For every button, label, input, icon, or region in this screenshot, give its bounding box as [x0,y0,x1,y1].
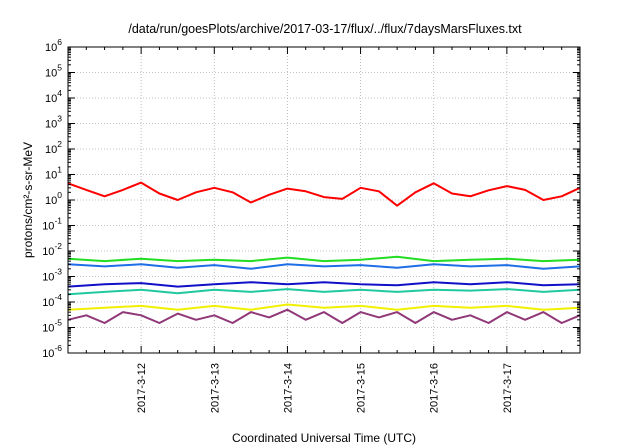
y-tick-label: 100 [45,190,62,207]
y-tick-label: 101 [45,165,62,182]
series-line-7 [67,308,581,324]
y-tick-label: 10-1 [42,216,62,233]
series-line-4 [67,281,581,288]
series-line-6 [67,303,581,311]
x-axis-label: Coordinated Universal Time (UTC) [232,431,416,445]
y-tick-label: 104 [45,88,62,105]
chart-title: /data/run/goesPlots/archive/2017-03-17/f… [128,22,522,36]
y-axis-label: protons/cm²-s-sr-MeV [21,142,35,258]
y-tick-label: 10-5 [42,318,62,335]
y-tick-label: 102 [45,139,62,156]
y-tick-label: 105 [45,63,62,80]
series-group [67,181,581,324]
series-line-1 [67,181,581,207]
x-tick-label: 2017-3-13 [209,363,221,413]
y-tick-label: 103 [45,114,62,131]
x-tick-label: 2017-3-14 [282,363,294,413]
y-tick-label: 106 [45,37,62,54]
y-tick-label: 10-3 [42,267,62,284]
y-axis: 10-6 10-5 10-4 10-3 10-2 10-1 100 101 102 103 104 1… [42,37,580,360]
y-tick-label: 10-6 [42,343,62,360]
series-line-2 [67,255,581,263]
y-tick-label: 10-4 [42,292,62,309]
x-tick-label: 2017-3-16 [429,363,441,413]
x-tick-label: 2017-3-12 [136,363,148,413]
series-line-5 [67,288,581,296]
grid [68,47,580,353]
x-tick-label: 2017-3-15 [356,363,368,413]
series-line-3 [67,263,581,270]
y-tick-label: 10-2 [42,241,62,258]
x-axis: 2017-3-12 2017-3-13 2017-3-14 2017-3-15 2017… [85,47,563,413]
x-tick-label: 2017-3-17 [502,363,514,413]
